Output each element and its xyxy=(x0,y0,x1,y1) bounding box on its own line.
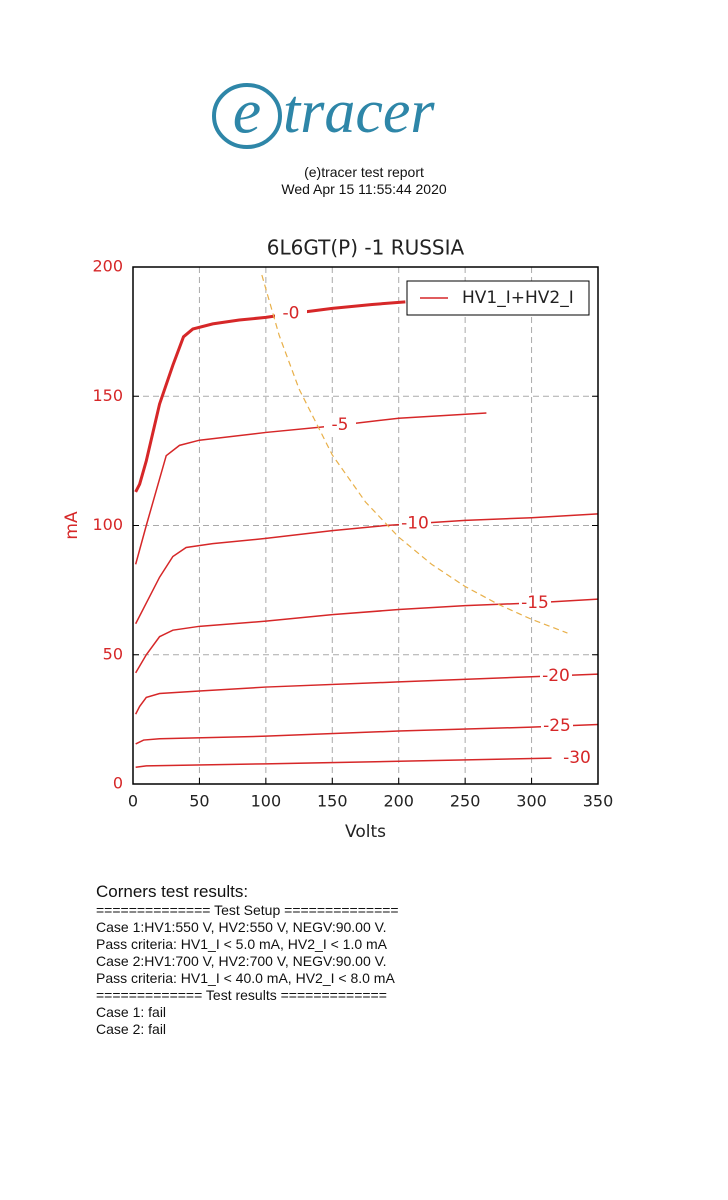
report-line: Pass criteria: HV1_I < 40.0 mA, HV2_I < … xyxy=(96,970,395,986)
limit-curve xyxy=(261,274,568,634)
series-label-bg xyxy=(324,415,356,436)
series-line xyxy=(135,757,552,768)
series-label-bg xyxy=(540,665,572,686)
report-heading: (e)tracer test report xyxy=(304,164,424,180)
x-tick-label: 350 xyxy=(583,792,614,811)
plot-frame xyxy=(132,266,599,785)
x-tick-label: 300 xyxy=(516,792,547,811)
report-line: Case 1:HV1:550 V, HV2:550 V, NEGV:90.00 … xyxy=(96,919,387,935)
chart-title: 6L6GT(P) -1 RUSSIA xyxy=(267,236,465,260)
report-title: Corners test results: xyxy=(96,882,249,901)
report-line: Case 2: fail xyxy=(96,1021,167,1037)
x-tick-label: 150 xyxy=(317,792,348,811)
x-tick-label: 100 xyxy=(251,792,282,811)
report-line: Case 2:HV1:700 V, HV2:700 V, NEGV:90.00 … xyxy=(96,953,387,969)
series-label-bg xyxy=(541,716,573,737)
y-tick-label: 50 xyxy=(103,644,123,663)
y-tick-label: 100 xyxy=(92,515,123,534)
y-tick-label: 0 xyxy=(113,774,123,793)
x-tick-label: 250 xyxy=(450,792,481,811)
series-line xyxy=(135,723,599,745)
report-line: ============= Test results ============= xyxy=(96,987,387,1003)
series-label: -30 xyxy=(563,748,591,768)
series-label-bg xyxy=(275,303,307,324)
series-line xyxy=(134,412,487,565)
chart: 6L6GT(P) -1 RUSSIA 0 50 100 150 200 250 300 350 0… xyxy=(62,236,614,843)
logo-text: tracer xyxy=(283,78,435,146)
series-line xyxy=(134,300,406,493)
series-line xyxy=(135,598,599,674)
x-axis-label: Volts xyxy=(345,822,386,842)
series-line xyxy=(134,513,599,625)
report-line: Case 1: fail xyxy=(96,1004,167,1020)
series-label: -10 xyxy=(401,514,429,534)
logo-e: e xyxy=(233,76,261,147)
report-date: Wed Apr 15 11:55:44 2020 xyxy=(281,181,447,197)
x-tick-label: 0 xyxy=(128,792,138,811)
x-tick-label: 200 xyxy=(383,792,414,811)
legend-label: HV1_I+HV2_I xyxy=(462,288,574,308)
series-line xyxy=(134,673,599,715)
logo-ring xyxy=(212,83,282,149)
y-tick-label: 150 xyxy=(92,386,123,405)
series-label-bg xyxy=(561,748,593,769)
series-label: -25 xyxy=(543,716,571,736)
report-line: ============== Test Setup ============== xyxy=(96,902,399,918)
series-label-bg xyxy=(519,592,551,613)
series-label: -15 xyxy=(521,593,549,613)
report-line: Pass criteria: HV1_I < 5.0 mA, HV2_I < 1… xyxy=(96,936,388,952)
series-label-bg xyxy=(399,513,431,534)
y-axis-label: mA xyxy=(62,511,82,540)
series-label: -5 xyxy=(332,415,349,435)
y-tick-label: 200 xyxy=(92,257,123,276)
logo: e tracer xyxy=(212,76,435,149)
series-label: -20 xyxy=(542,666,570,686)
series-label: -0 xyxy=(283,304,300,324)
x-tick-label: 50 xyxy=(189,792,209,811)
report: Corners test results: ============== Tes… xyxy=(96,882,399,1038)
